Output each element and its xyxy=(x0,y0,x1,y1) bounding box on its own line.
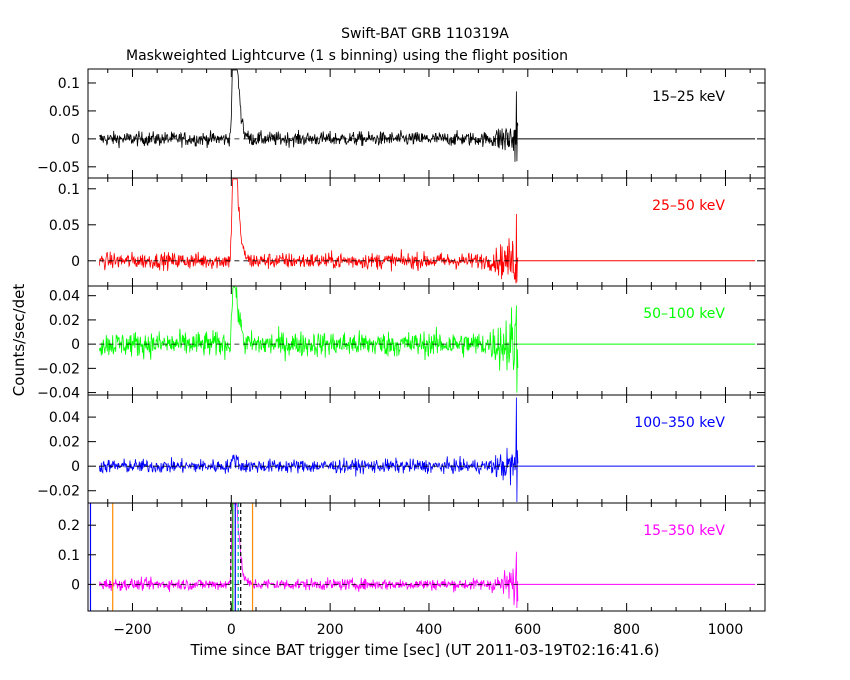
panel-frame xyxy=(87,394,766,504)
y-tick-label: −0.02 xyxy=(37,361,80,377)
x-tick-label: 200 xyxy=(317,622,344,638)
band-label: 15–25 keV xyxy=(652,89,725,105)
series-line xyxy=(99,69,519,162)
y-tick-label: 0.2 xyxy=(58,518,80,534)
band-label: 15–350 keV xyxy=(643,523,725,539)
x-tick-label: 1000 xyxy=(708,622,744,638)
panel-4: −0.02 0 0.02 0.04 100–350 keV xyxy=(37,394,766,504)
band-label: 25–50 keV xyxy=(652,198,725,214)
x-axis-label: Time since BAT trigger time [sec] (UT 20… xyxy=(190,641,660,659)
panel-2: 0 0.05 0.1 25–50 keV xyxy=(49,177,766,287)
y-tick-label: 0 xyxy=(71,132,80,148)
panel-frame xyxy=(87,68,766,179)
chart-title: Swift-BAT GRB 110319A xyxy=(341,26,509,42)
y-tick-label: 0 xyxy=(71,459,80,475)
band-label: 100–350 keV xyxy=(634,415,725,431)
series-line xyxy=(99,503,519,609)
x-tick-label: 0 xyxy=(227,622,236,638)
y-tick-label: 0.1 xyxy=(58,548,80,564)
series-line xyxy=(99,397,519,503)
panel-3: −0.04 −0.02 0 0.02 0.04 50–100 keV xyxy=(37,285,766,402)
y-tick-label: 0 xyxy=(71,254,80,270)
y-tick-label: 0.1 xyxy=(58,182,80,198)
y-axis-label: Counts/sec/det xyxy=(10,284,28,397)
y-tick-label: 0.05 xyxy=(49,218,80,234)
y-tick-label: 0 xyxy=(71,577,80,593)
series-line xyxy=(99,286,519,393)
x-tick-label: −200 xyxy=(113,622,151,638)
chart-subtitle: Maskweighted Lightcurve (1 s binning) us… xyxy=(126,48,568,64)
y-tick-label: 0.02 xyxy=(49,435,80,451)
y-tick-label: 0.1 xyxy=(58,76,80,92)
y-tick-label: 0.04 xyxy=(49,289,80,305)
y-tick-label: 0.05 xyxy=(49,104,80,120)
series-line xyxy=(99,178,519,284)
y-tick-label: 0.04 xyxy=(49,410,80,426)
panel-1: −0.05 0 0.05 0.1 15–25 keV xyxy=(37,68,766,179)
x-tick-label: 600 xyxy=(514,622,541,638)
x-tick-label: 800 xyxy=(613,622,640,638)
panel-5: 0 0.1 0.2 15–350 keV xyxy=(58,502,766,612)
y-tick-label: 0.02 xyxy=(49,313,80,329)
panel-frame xyxy=(87,177,766,287)
y-tick-label: −0.04 xyxy=(37,386,80,402)
panel-frame xyxy=(87,502,766,612)
y-tick-label: −0.05 xyxy=(37,160,80,176)
y-tick-label: −0.02 xyxy=(37,484,80,500)
y-tick-label: 0 xyxy=(71,337,80,353)
band-label: 50–100 keV xyxy=(643,306,725,322)
panels: −0.05 0 0.05 0.1 15–25 keV 0 0.05 0.1 25–50 keV −… xyxy=(37,68,766,638)
x-tick-label: 400 xyxy=(416,622,443,638)
